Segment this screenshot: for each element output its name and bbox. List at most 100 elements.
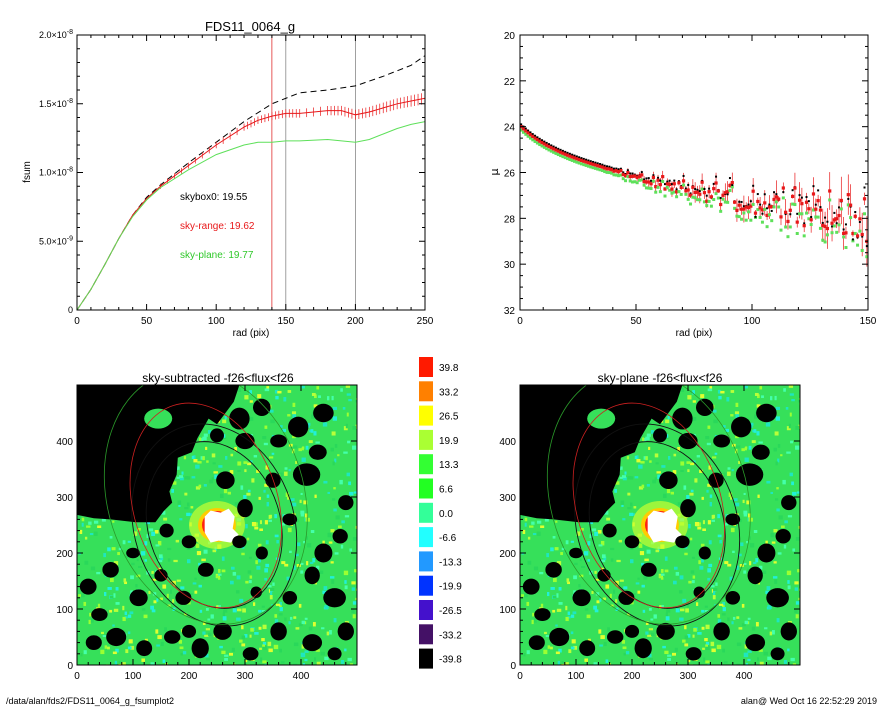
mu-point-skybox: [740, 200, 743, 203]
noise-speck: [127, 614, 132, 618]
noise-speck: [257, 543, 262, 547]
noise-speck: [787, 648, 790, 652]
noise-speck: [222, 419, 227, 424]
mu-point-plane: [531, 138, 535, 142]
mu-point-skybox: [821, 221, 824, 224]
star-mask: [678, 432, 698, 450]
noise-speck: [798, 597, 800, 601]
mu-point-plane: [744, 218, 748, 222]
noise-speck: [330, 529, 335, 533]
series-line: [76, 121, 426, 311]
mu-point-range: [556, 149, 560, 153]
noise-speck: [645, 456, 648, 461]
noise-speck: [648, 446, 651, 450]
noise-speck: [264, 483, 269, 487]
noise-speck: [244, 469, 247, 473]
mu-point-plane: [805, 211, 809, 215]
x-tick-label: 100: [744, 316, 761, 327]
noise-speck: [274, 389, 279, 394]
sky-plane-image: [519, 384, 801, 666]
mu-point-plane: [788, 225, 792, 229]
noise-speck: [789, 472, 793, 477]
noise-speck: [751, 440, 756, 444]
mu-point-range: [763, 201, 767, 205]
noise-speck: [167, 604, 171, 607]
noise-speck: [594, 570, 597, 574]
mu-point-range: [579, 158, 584, 163]
noise-speck: [603, 641, 607, 647]
noise-speck: [638, 464, 643, 469]
noise-speck: [346, 472, 350, 477]
noise-speck: [672, 580, 677, 585]
noise-speck: [243, 494, 247, 499]
mu-point-range: [730, 180, 734, 185]
noise-speck: [230, 453, 234, 457]
noise-speck: [343, 451, 348, 454]
mu-point-skybox: [696, 188, 699, 191]
noise-speck: [633, 506, 637, 509]
noise-speck: [124, 581, 128, 585]
mu-point-skybox: [587, 159, 590, 162]
noise-speck: [775, 416, 781, 421]
noise-speck: [250, 628, 254, 632]
noise-speck: [772, 630, 775, 635]
mu-point-skybox: [708, 187, 711, 190]
noise-speck: [567, 581, 571, 585]
noise-speck: [540, 603, 544, 607]
mu-point-range: [691, 185, 695, 189]
noise-speck: [328, 541, 333, 544]
noise-speck: [529, 525, 534, 528]
noise-speck: [261, 605, 265, 608]
star-mask: [781, 495, 797, 511]
noise-speck: [340, 388, 343, 392]
mu-point-skybox: [573, 154, 576, 157]
star-mask: [725, 513, 741, 526]
unmasked-patch: [587, 408, 616, 429]
mu-point-range: [549, 146, 553, 150]
noise-speck: [254, 526, 259, 530]
mu-point-range: [547, 144, 551, 149]
mu-point-range: [575, 157, 579, 161]
noise-speck: [704, 605, 708, 608]
noise-speck: [89, 612, 92, 617]
noise-speck: [606, 517, 611, 521]
noise-speck: [592, 528, 597, 532]
star-mask: [79, 578, 97, 595]
noise-speck: [195, 486, 201, 490]
noise-speck: [164, 627, 167, 632]
noise-speck: [672, 470, 677, 475]
noise-speck: [716, 644, 722, 650]
noise-speck: [774, 395, 777, 401]
mu-point-plane: [721, 197, 725, 201]
colorbar-label: -13.3: [439, 557, 462, 568]
noise-speck: [157, 540, 162, 546]
mu-point-skybox: [659, 179, 662, 182]
star-mask: [159, 523, 174, 538]
mu-point-skybox: [582, 157, 585, 160]
noise-speck: [705, 660, 710, 664]
star-mask: [242, 647, 259, 661]
mu-point-skybox: [844, 223, 847, 226]
noise-speck: [175, 539, 179, 543]
noise-speck: [741, 603, 745, 608]
noise-speck: [662, 645, 666, 649]
noise-speck: [531, 619, 534, 625]
mu-point-plane: [853, 231, 857, 235]
noise-speck: [352, 425, 357, 430]
noise-speck: [157, 559, 163, 563]
noise-speck: [201, 558, 206, 562]
noise-speck: [175, 466, 180, 470]
mu-point-plane: [830, 231, 834, 235]
noise-speck: [344, 515, 350, 518]
noise-speck: [623, 586, 628, 590]
noise-speck: [203, 433, 208, 437]
colorbar-label: -33.2: [439, 630, 462, 641]
noise-speck: [331, 579, 335, 584]
noise-speck: [648, 658, 653, 661]
mu-point-plane: [705, 204, 709, 208]
noise-speck: [697, 526, 702, 530]
mu-point-range: [654, 185, 658, 189]
noise-speck: [567, 611, 571, 616]
noise-speck: [640, 461, 645, 464]
noise-speck: [348, 481, 351, 486]
